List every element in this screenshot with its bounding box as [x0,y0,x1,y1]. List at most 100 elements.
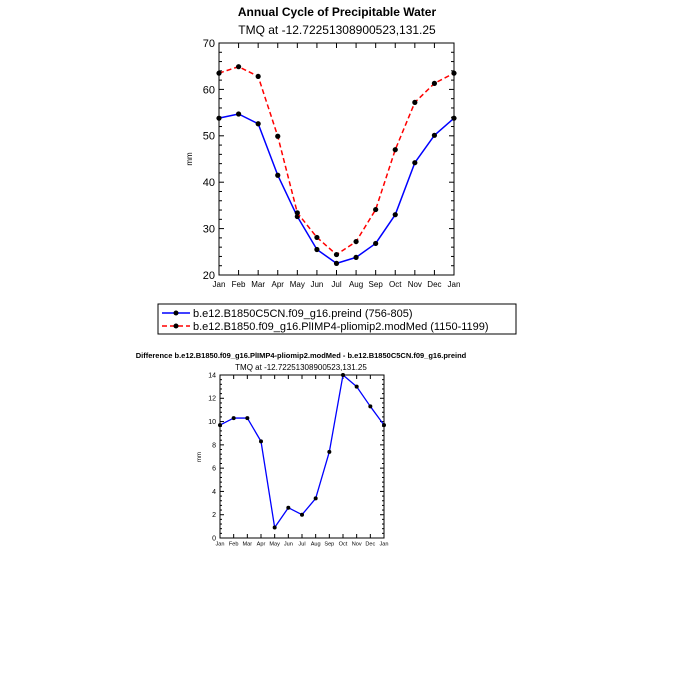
y-tick-label: 30 [203,223,215,235]
data-point [412,160,418,166]
y-axis-ticks: 20 30 40 50 60 70 [203,38,454,282]
x-tick-label: Aug [311,542,321,548]
y-axis-label: mm [197,452,203,462]
data-point [216,115,222,121]
x-tick-label: Jul [298,542,305,548]
y-tick-label: 20 [203,270,215,282]
data-point [231,416,236,421]
data-point [333,260,340,266]
data-point [333,251,340,258]
data-point [245,416,250,421]
x-tick-label: Apr [272,280,285,289]
data-point [354,384,359,389]
data-point [255,73,261,80]
chart-subtitle: TMQ at -12.72251308900523,131.25 [238,23,436,37]
chart-title: Annual Cycle of Precipitable Water [238,5,437,19]
legend-box [157,303,517,335]
data-point [392,147,398,153]
x-tick-label: Sep [324,542,334,548]
series-lines [216,64,457,266]
data-point [382,423,386,428]
data-point [259,439,263,444]
x-tick-label: Jan [215,542,224,548]
data-point [392,212,398,218]
y-tick-label: 50 [203,131,215,143]
x-tick-label: Feb [232,280,246,289]
x-tick-label: Nov [408,280,422,289]
x-tick-label: Oct [389,280,402,289]
x-tick-label: Oct [339,542,348,548]
data-point [272,525,277,530]
data-point [313,496,318,501]
legend-marker-plio [173,323,179,329]
x-tick-label: Mar [243,542,253,548]
data-point [218,423,222,428]
data-point [368,404,373,409]
data-point [235,111,242,117]
data-point [216,70,222,76]
data-point [275,172,281,178]
series-line-0 [218,113,455,265]
data-point [431,80,438,86]
y-axis-label: mm [185,152,194,166]
annual-cycle-chart: Annual Cycle of Precipitable Water TMQ a… [185,5,460,289]
y-tick-label: 70 [203,38,215,50]
y-tick-label: 0 [212,535,216,542]
y-tick-label: 40 [203,177,215,189]
data-point [373,206,379,213]
y-tick-label: 10 [208,419,216,426]
series-line-0 [219,374,385,529]
data-point [294,210,300,216]
data-point [451,115,457,121]
data-point [314,246,320,253]
plot-frame [218,42,455,276]
x-tick-label: Nov [352,542,362,548]
y-tick-label: 4 [212,489,216,496]
y-axis-ticks: 0 2 4 6 8 10 12 14 [208,372,384,542]
series-line-1 [218,65,455,256]
x-tick-label: May [290,280,305,289]
data-point [255,121,261,127]
y-tick-label: 60 [203,84,215,96]
y-tick-label: 8 [212,442,216,449]
x-tick-label: Jul [331,280,341,289]
x-tick-label: Dec [365,542,375,548]
x-axis-ticks: Jan Feb Mar Apr May Jun Jul Aug Sep Oct Nov Dec Jan [213,43,461,289]
chart-subtitle: TMQ at -12.72251308900523,131.25 [235,363,367,372]
legend-label-preind: b.e12.B1850C5CN.f09_g16.preind (756-805) [193,308,413,320]
y-tick-label: 12 [208,396,216,403]
y-tick-label: 2 [212,512,216,519]
x-tick-label: Jan [448,280,461,289]
data-point [451,70,457,76]
data-point [373,240,379,247]
x-tick-label: Apr [257,542,266,548]
x-tick-label: Feb [229,542,239,548]
y-tick-label: 14 [208,372,216,379]
x-tick-label: Jan [379,542,388,548]
x-tick-label: Jun [310,280,323,289]
data-point [235,64,242,70]
legend: b.e12.B1850C5CN.f09_g16.preind (756-805)… [157,303,517,335]
legend-label-plio: b.e12.B1850.f09_g16.PlIMP4-pliomip2.modM… [193,321,489,333]
x-tick-label: Jun [284,542,293,548]
legend-marker-preind [173,310,179,316]
series-lines [218,373,386,530]
data-point [286,505,291,510]
chart-title: Difference b.e12.B1850.f09_g16.PlIMP4-pl… [136,351,467,360]
data-point [275,133,281,139]
data-point [353,254,359,260]
data-point [412,99,418,105]
x-axis-ticks: Jan Feb Mar Apr May Jun Jul Aug Sep Oct Nov Dec Jan [215,375,389,548]
y-tick-label: 6 [212,466,216,473]
x-tick-label: May [269,542,280,548]
x-tick-label: Mar [251,280,265,289]
data-point [314,234,320,241]
data-point [341,373,345,377]
data-point [431,132,438,138]
difference-chart: Difference b.e12.B1850.f09_g16.PlIMP4-pl… [136,351,467,548]
x-tick-label: Sep [369,280,384,289]
x-tick-label: Jan [213,280,226,289]
data-point [353,238,359,245]
x-tick-label: Dec [427,280,441,289]
